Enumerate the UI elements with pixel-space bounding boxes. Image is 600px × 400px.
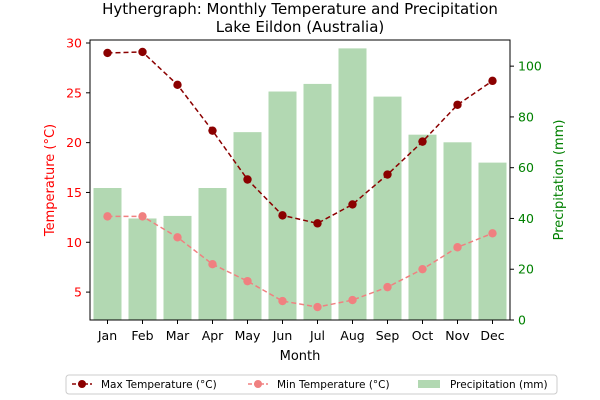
min-temp-point-oct (418, 264, 427, 274)
precip-bar-oct (408, 134, 437, 320)
min-temp-point-nov (453, 243, 462, 252)
legend-precip-swatch (418, 380, 440, 388)
y-right-tick-label: 60 (518, 160, 534, 175)
precip-bar-jan (93, 187, 122, 320)
min-temp-point-jun (278, 296, 287, 306)
chart-title: Hythergraph: Monthly Temperature and Pre… (102, 0, 498, 18)
precip-bar-nov (443, 142, 472, 320)
precip-bar-aug (338, 48, 367, 321)
precip-bar-jun (268, 91, 297, 320)
min-temp-line (107, 215, 493, 308)
min-temp-point-mar (173, 233, 182, 242)
max-temp-point-jun (278, 211, 287, 220)
max-temp-point-nov (453, 100, 462, 109)
x-tick-label-jan: Jan (97, 328, 117, 343)
max-temp-point-aug (348, 200, 357, 209)
y-left-tick-label: 5 (74, 285, 82, 300)
max-temp-point-sep (383, 170, 392, 179)
chart-subtitle: Lake Eildon (Australia) (216, 18, 385, 36)
x-tick-label-sep: Sep (376, 328, 400, 343)
x-axis-label: Month (280, 349, 321, 364)
precip-bar-jul (303, 83, 332, 320)
legend-box (65, 374, 558, 395)
min-temp-point-aug (348, 295, 357, 305)
legend-min-label: Min Temperature (°C) (277, 379, 390, 391)
x-tick-label-apr: Apr (202, 328, 224, 343)
max-temp-point-jul (313, 219, 322, 228)
legend-max-label: Max Temperature (°C) (101, 379, 217, 391)
precipitation-bars (93, 48, 507, 321)
x-tick-label-feb: Feb (131, 328, 153, 343)
precip-bar-sep (373, 96, 402, 320)
min-temp-point-dec (488, 229, 497, 238)
legend: Max Temperature (°C) Min Temperature (°C… (65, 374, 558, 395)
y-right-tick-label: 80 (518, 109, 534, 124)
x-tick-label-mar: Mar (166, 328, 190, 343)
y-axis-left: 5 10 15 20 25 30 (66, 35, 90, 300)
precip-bar-may (233, 132, 262, 320)
y-left-tick-label: 20 (66, 135, 82, 150)
y-left-tick-label: 30 (66, 35, 82, 50)
min-temp-point-feb (138, 212, 147, 221)
x-tick-label-jul: Jul (309, 328, 325, 343)
min-temp-point-sep (383, 282, 392, 292)
max-temp-point-jan (103, 48, 112, 58)
y-axis-right-label: Precipitation (mm) (552, 120, 567, 241)
precip-bar-apr (198, 187, 227, 320)
max-temp-line (107, 51, 493, 225)
y-left-tick-label: 25 (66, 85, 82, 100)
y-axis-left-label: Temperature (°C) (43, 124, 58, 237)
x-tick-label-aug: Aug (340, 328, 364, 343)
plot-frame (89, 39, 511, 321)
precip-bar-feb (128, 218, 157, 320)
min-temp-point-jan (103, 212, 112, 221)
y-left-tick-label: 10 (66, 235, 82, 250)
temperature-lines (103, 47, 497, 312)
max-temp-point-apr (208, 126, 217, 135)
y-right-tick-label: 20 (518, 262, 534, 277)
x-tick-label-oct: Oct (412, 328, 434, 343)
max-temp-point-may (243, 175, 252, 184)
max-temp-point-dec (488, 76, 497, 86)
legend-max-marker (78, 380, 86, 388)
x-axis: Jan Feb Mar Apr May Jun Jul Aug Sep Oct Nov Dec (97, 320, 505, 343)
y-right-tick-label: 0 (518, 313, 526, 328)
min-temp-point-apr (208, 259, 217, 269)
x-tick-label-jun: Jun (272, 328, 293, 343)
y-right-tick-label: 100 (518, 59, 542, 74)
max-temp-point-mar (173, 80, 182, 90)
x-tick-label-nov: Nov (445, 328, 470, 343)
precip-bar-dec (478, 162, 507, 320)
x-tick-label-may: May (235, 328, 261, 343)
legend-min-marker (254, 380, 262, 388)
max-temp-point-oct (418, 137, 427, 146)
legend-precip-label: Precipitation (mm) (450, 379, 548, 391)
min-temp-point-may (243, 276, 252, 286)
y-axis-right: 0 20 40 60 80 100 (510, 59, 542, 328)
y-right-tick-label: 40 (518, 211, 534, 226)
min-temp-point-jul (313, 302, 322, 312)
x-tick-label-dec: Dec (480, 328, 504, 343)
y-left-tick-label: 15 (66, 185, 82, 200)
max-temp-point-feb (138, 47, 147, 57)
